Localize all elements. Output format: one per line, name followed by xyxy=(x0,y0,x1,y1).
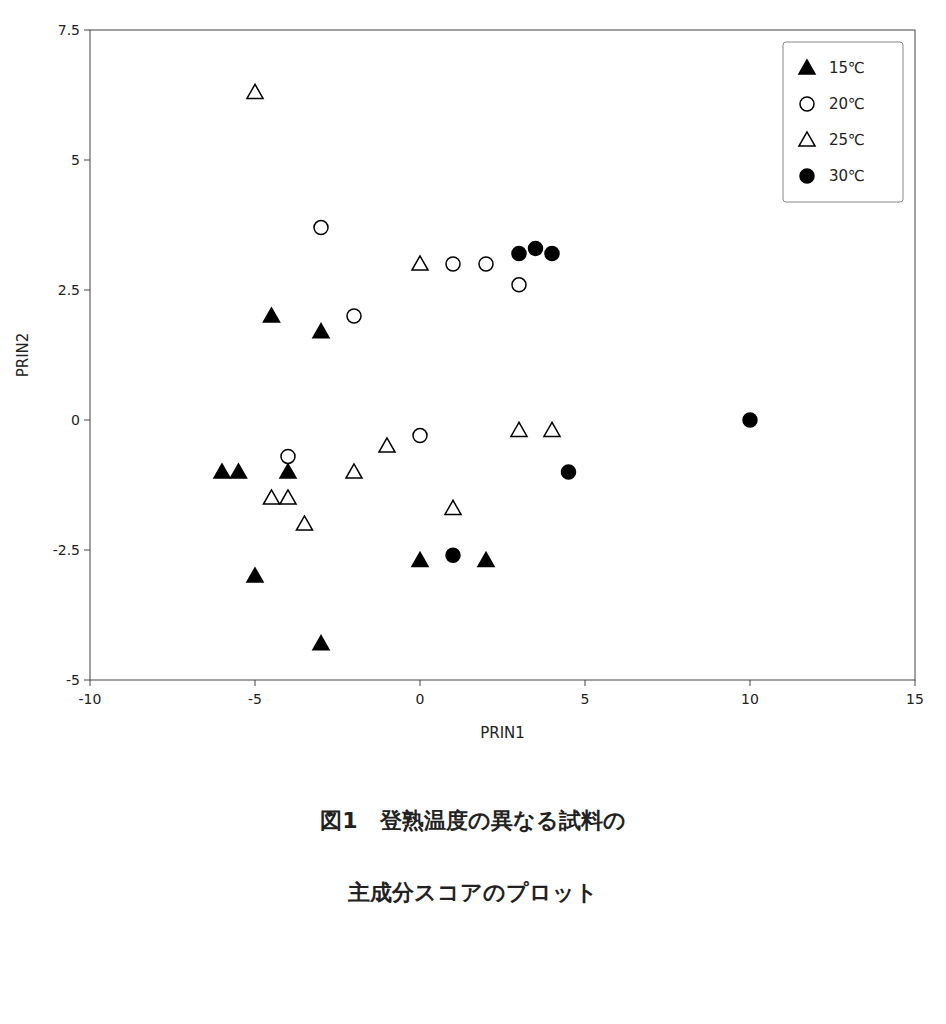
axes: -10 -5 0 5 10 15 -5 -2.5 0 2.5 5 7.5 xyxy=(53,22,924,707)
y-tick-label: -5 xyxy=(66,672,80,688)
plot-frame xyxy=(90,30,915,680)
title: 図1 登熟温度の異なる試料の xyxy=(320,808,625,833)
legend-symbol xyxy=(800,169,814,183)
y-tick xyxy=(84,550,90,551)
x-tick-label: 10 xyxy=(741,691,759,707)
point xyxy=(545,247,559,261)
y-tick-label: 2.5 xyxy=(58,282,80,298)
point xyxy=(413,429,427,443)
point xyxy=(446,548,460,562)
y-tick-label: 5 xyxy=(71,152,80,168)
point xyxy=(263,308,279,322)
subtitle: 主成分スコアのプロット xyxy=(347,880,598,905)
legend: 15℃ 20℃ 25℃ 30℃ xyxy=(783,42,903,202)
point xyxy=(346,464,362,478)
series xyxy=(446,241,757,562)
point xyxy=(296,516,312,530)
point xyxy=(280,490,296,504)
legend-symbol xyxy=(799,132,815,146)
x-tick xyxy=(255,680,256,686)
legend-label: 30℃ xyxy=(829,167,865,185)
point xyxy=(479,257,493,271)
y-tick xyxy=(84,680,90,681)
point xyxy=(562,465,576,479)
point xyxy=(280,464,296,478)
points xyxy=(214,84,757,649)
y-tick-label: 7.5 xyxy=(58,22,80,38)
plot-background xyxy=(90,30,915,680)
point xyxy=(263,490,279,504)
point xyxy=(347,309,361,323)
legend-label: 25℃ xyxy=(829,131,865,149)
point xyxy=(230,464,246,478)
chart: -10 -5 0 5 10 15 -5 -2.5 0 2.5 5 7.5 PRIN1 PRIN2 15℃ 20… xyxy=(0,0,946,1024)
y-tick xyxy=(84,420,90,421)
x-tick xyxy=(420,680,421,686)
y-tick-label: 0 xyxy=(71,412,80,428)
point xyxy=(529,241,543,255)
point xyxy=(512,247,526,261)
point xyxy=(446,257,460,271)
x-tick xyxy=(750,680,751,686)
y-tick xyxy=(84,30,90,31)
legend-symbol xyxy=(800,97,814,111)
point xyxy=(445,500,461,514)
y-axis-label: PRIN2 xyxy=(14,333,32,378)
series xyxy=(281,221,526,464)
legend-label: 15℃ xyxy=(829,59,865,77)
point xyxy=(247,84,263,98)
legend-label: 20℃ xyxy=(829,95,865,113)
point xyxy=(214,464,230,478)
x-tick xyxy=(90,680,91,686)
point xyxy=(314,221,328,235)
point xyxy=(478,552,494,566)
x-tick-label: -5 xyxy=(248,691,262,707)
point xyxy=(512,278,526,292)
page: {"chart_data": { "type": "scatter", "tit… xyxy=(0,0,946,1024)
x-tick-label: 0 xyxy=(416,691,425,707)
series xyxy=(247,84,560,530)
point xyxy=(281,449,295,463)
legend-box xyxy=(783,42,903,202)
x-axis-label: PRIN1 xyxy=(480,724,525,742)
point xyxy=(412,552,428,566)
point xyxy=(544,422,560,436)
point xyxy=(313,324,329,338)
series xyxy=(214,308,494,650)
y-tick xyxy=(84,290,90,291)
point xyxy=(247,568,263,582)
point xyxy=(511,422,527,436)
y-tick xyxy=(84,160,90,161)
y-tick-label: -2.5 xyxy=(53,542,80,558)
point xyxy=(743,413,757,427)
x-tick xyxy=(915,680,916,686)
x-tick-label: 15 xyxy=(906,691,924,707)
point xyxy=(412,256,428,270)
point xyxy=(379,438,395,452)
point xyxy=(313,636,329,650)
x-tick-label: -10 xyxy=(79,691,102,707)
legend-symbol xyxy=(799,60,815,74)
x-tick xyxy=(585,680,586,686)
x-tick-label: 5 xyxy=(581,691,590,707)
